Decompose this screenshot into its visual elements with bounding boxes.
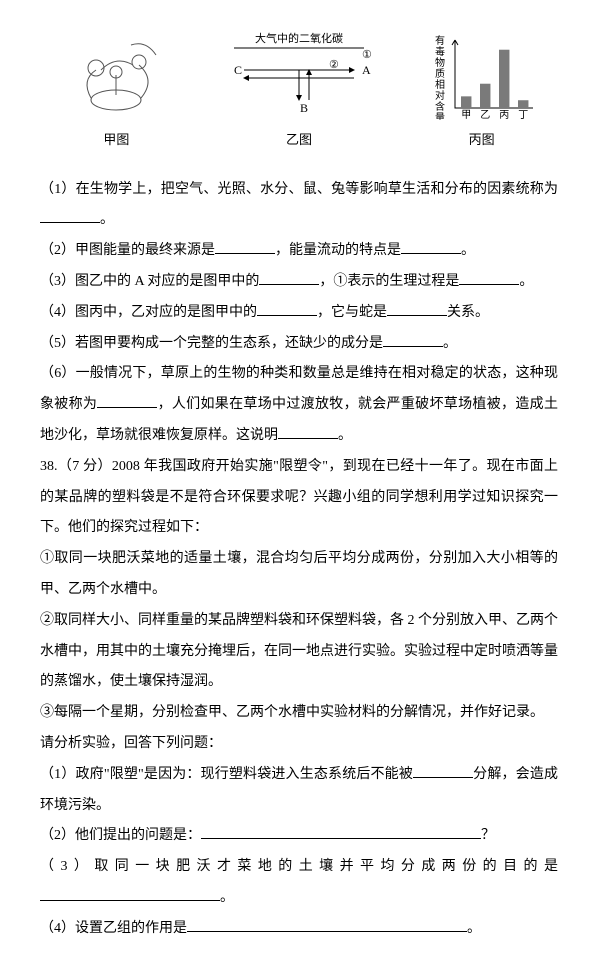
svg-text:甲: 甲 bbox=[461, 110, 471, 120]
question-1: （1）在生物学上，把空气、光照、水分、鼠、兔等影响草生活和分布的因素统称为。 bbox=[40, 175, 558, 237]
node-c: C bbox=[234, 63, 242, 77]
question-2: （2）甲图能量的最终来源是，能量流动的特点是。 bbox=[40, 236, 558, 267]
figure-a-label: 甲图 bbox=[103, 126, 129, 155]
figure-a: 甲图 bbox=[61, 30, 171, 155]
figures-row: 甲图 大气中的二氧化碳 C A B ① ② 乙图 有毒物质相对含量甲乙丙丁 丙图 bbox=[40, 30, 558, 155]
mark-1: ① bbox=[362, 49, 372, 61]
figure-c: 有毒物质相对含量甲乙丙丁 丙图 bbox=[427, 30, 537, 155]
svg-text:丙: 丙 bbox=[499, 110, 509, 120]
fig-b-title: 大气中的二氧化碳 bbox=[255, 31, 343, 45]
question-4: （4）图丙中，乙对应的是图甲中的，它与蛇是关系。 bbox=[40, 298, 558, 329]
food-web-sketch bbox=[61, 30, 171, 120]
node-a: A bbox=[362, 63, 371, 77]
q38-q4: （4）设置乙组的作用是。 bbox=[40, 914, 558, 945]
figure-b: 大气中的二氧化碳 C A B ① ② 乙图 bbox=[214, 30, 384, 155]
question-5: （5）若图甲要构成一个完整的生态系，还缺少的成分是。 bbox=[40, 329, 558, 360]
svg-text:乙: 乙 bbox=[480, 109, 490, 120]
q38-step3: ③每隔一个星期，分别检查甲、乙两个水槽中实验材料的分解情况，并作好记录。 bbox=[40, 698, 558, 729]
figure-c-label: 丙图 bbox=[469, 126, 495, 155]
svg-text:丁: 丁 bbox=[518, 110, 528, 120]
question-3: （3）图乙中的 A 对应的是图甲中的，①表示的生理过程是。 bbox=[40, 267, 558, 298]
q38-q3: （3）取同一块肥沃才菜地的土壤并平均分成两份的目的是。 bbox=[40, 852, 558, 914]
q38-head: 38.（7 分）2008 年我国政府开始实施"限塑令"，到现在已经十一年了。现在… bbox=[40, 452, 558, 544]
q38-q1: （1）政府"限塑"是因为：现行塑料袋进入生态系统后不能被分解，会造成环境污染。 bbox=[40, 760, 558, 822]
node-b: B bbox=[300, 101, 308, 115]
figure-b-label: 乙图 bbox=[286, 126, 312, 155]
q38-q2: （2）他们提出的问题是：？ bbox=[40, 821, 558, 852]
svg-text:有毒物质相对含量: 有毒物质相对含量 bbox=[435, 34, 445, 120]
bar-chart: 有毒物质相对含量甲乙丙丁 bbox=[427, 30, 537, 120]
q38-step1: ①取同一块肥沃菜地的适量土壤，混合均匀后平均分成两份，分别加入大小相等的甲、乙两… bbox=[40, 544, 558, 606]
question-6: （6）一般情况下，草原上的生物的种类和数量总是维持在相对稳定的状态，这种现象被称… bbox=[40, 359, 558, 451]
carbon-cycle-diagram: 大气中的二氧化碳 C A B ① ② bbox=[214, 30, 384, 120]
q38-ask: 请分析实验，回答下列问题： bbox=[40, 729, 558, 760]
q38-step2: ②取同样大小、同样重量的某品牌塑料袋和环保塑料袋，各 2 个分别放入甲、乙两个水… bbox=[40, 606, 558, 698]
mark-2: ② bbox=[329, 59, 339, 71]
